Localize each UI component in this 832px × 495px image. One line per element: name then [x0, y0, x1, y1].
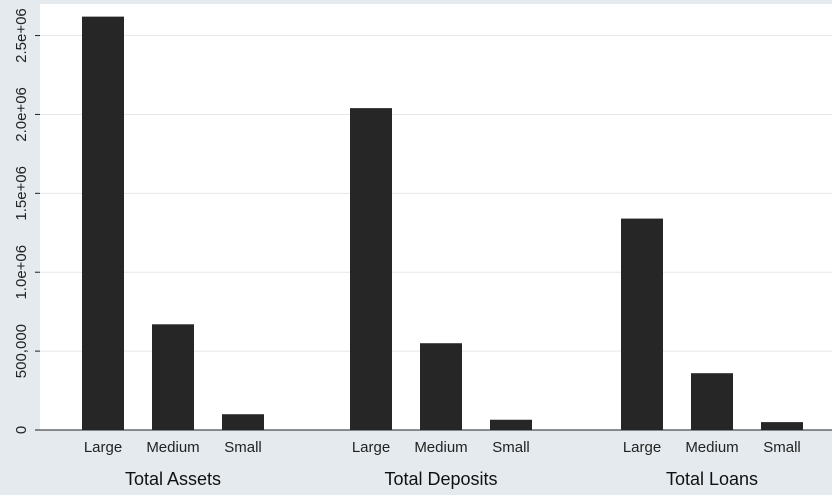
- category-label: Large: [352, 439, 390, 456]
- category-label: Medium: [146, 439, 199, 456]
- y-tick-label: 2.5e+06: [13, 8, 30, 63]
- category-label: Large: [84, 439, 122, 456]
- category-label: Medium: [685, 439, 738, 456]
- bar: [420, 343, 462, 430]
- category-label: Small: [224, 439, 262, 456]
- bar: [691, 373, 733, 430]
- category-label: Medium: [414, 439, 467, 456]
- category-label: Small: [492, 439, 530, 456]
- bar: [761, 422, 803, 430]
- y-tick-label: 1.5e+06: [13, 166, 30, 221]
- bar: [82, 16, 124, 430]
- bar: [350, 108, 392, 430]
- bar: [222, 414, 264, 430]
- category-label: Small: [763, 439, 801, 456]
- bars: [82, 16, 803, 430]
- bar: [621, 218, 663, 430]
- y-tick-label: 500,000: [13, 324, 30, 378]
- category-label: Large: [623, 439, 661, 456]
- bar: [152, 324, 194, 430]
- y-tick-label: 1.0e+06: [13, 245, 30, 300]
- bar: [490, 419, 532, 430]
- group-label: Total Assets: [125, 469, 221, 489]
- y-tick-label: 2.0e+06: [13, 87, 30, 142]
- group-label: Total Deposits: [384, 469, 497, 489]
- y-tick-label: 0: [13, 426, 30, 434]
- group-label: Total Loans: [666, 469, 758, 489]
- y-axis-ticks: 0 500,000 1.0e+06 1.5e+06 2.0e+06 2.5e+06: [13, 8, 40, 434]
